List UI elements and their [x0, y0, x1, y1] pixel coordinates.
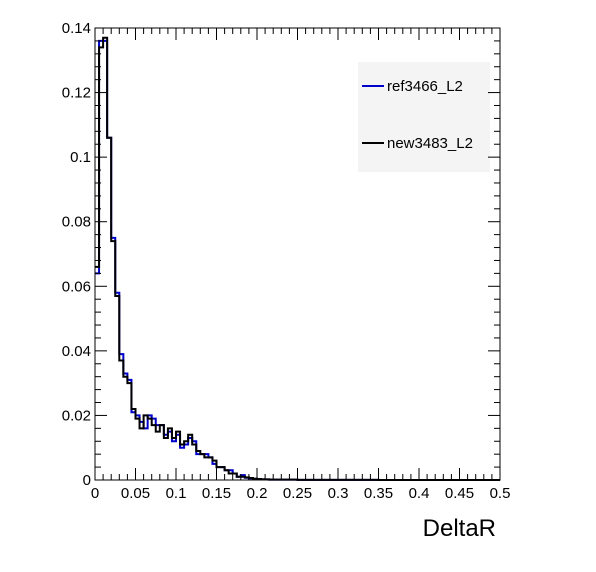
- x-tick-label: 0.4: [409, 485, 430, 502]
- legend-label-ref3466-L2: ref3466_L2: [387, 78, 463, 95]
- x-tick-label: 0.2: [247, 485, 268, 502]
- x-tick-label: 0.45: [445, 485, 474, 502]
- legend-label-new3483-L2: new3483_L2: [387, 135, 473, 152]
- y-tick-label: 0.08: [62, 214, 91, 231]
- y-tick-label: 0.12: [62, 85, 91, 102]
- y-tick-label: 0.06: [62, 278, 91, 295]
- y-tick-label: 0.02: [62, 407, 91, 424]
- y-tick-label: 0.1: [70, 149, 91, 166]
- y-tick-label: 0.14: [62, 20, 91, 37]
- ticks-layer: 0 0.05 0.1 0.15 0.2 0.25 0.3 0.35 0.4 0.45 0.5 0 0.0…: [62, 20, 511, 502]
- x-tick-label: 0: [91, 485, 99, 502]
- legend-box: [358, 62, 490, 172]
- x-tick-label: 0.15: [202, 485, 231, 502]
- x-tick-label: 0.05: [121, 485, 150, 502]
- x-axis-title: DeltaR: [423, 515, 496, 542]
- x-tick-label: 0.25: [283, 485, 312, 502]
- x-tick-label: 0.35: [364, 485, 393, 502]
- x-tick-label: 0.1: [166, 485, 187, 502]
- legend: ref3466_L2 new3483_L2: [362, 78, 473, 152]
- x-tick-label: 0.5: [490, 485, 511, 502]
- x-tick-label: 0.3: [328, 485, 349, 502]
- y-tick-label: 0: [83, 472, 91, 489]
- y-tick-label: 0.04: [62, 343, 91, 360]
